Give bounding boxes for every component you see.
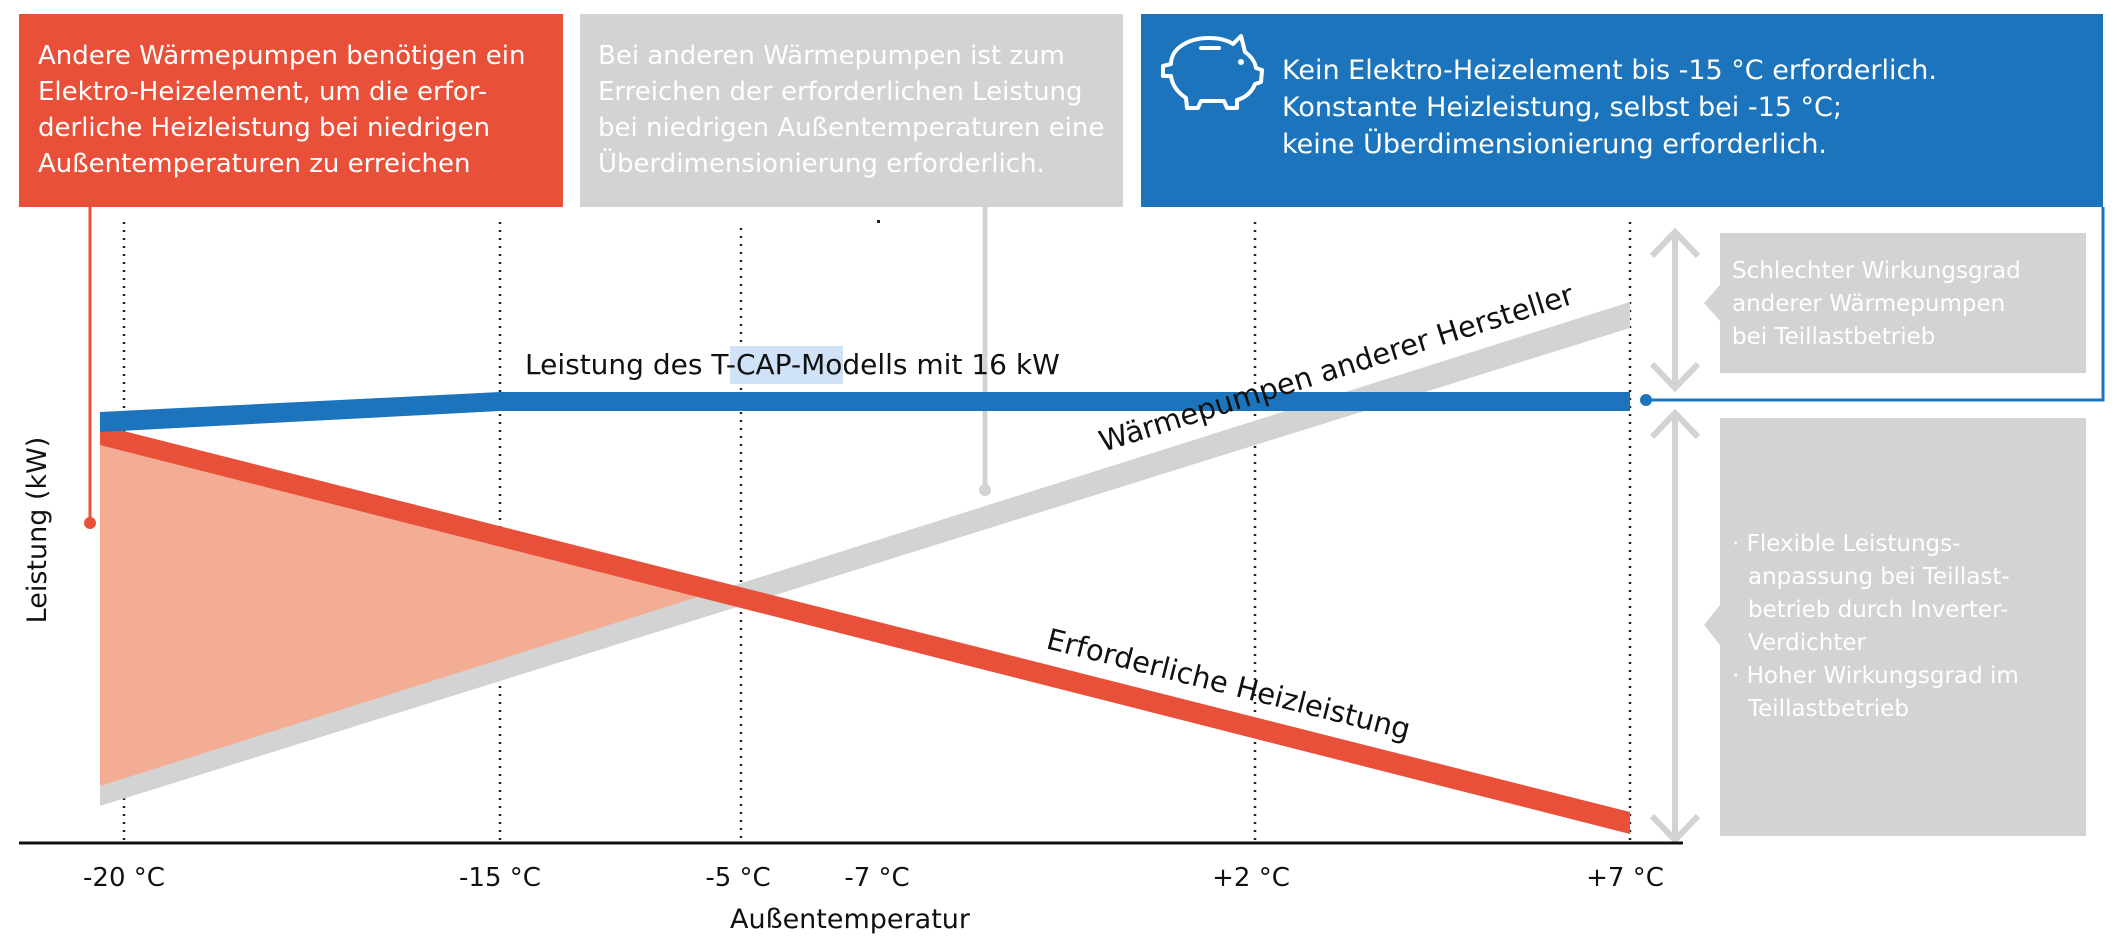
grey-callout-line: Bei anderen Wärmepumpen ist zum (598, 41, 1065, 71)
side-note-partial-load-efficiency: Schlechter Wirkungsgrad anderer Wärmepum… (1720, 233, 2086, 373)
side-note-line: Schlechter Wirkungsgrad (1732, 258, 2021, 284)
required-heating-line (100, 425, 1630, 834)
other-manufacturers-label: Wärmepumpen anderer Hersteller (1095, 277, 1578, 458)
x-tick-labels: -20 °C -15 °C -5 °C -7 °C +2 °C +7 °C (83, 863, 1664, 893)
stray-dot (877, 220, 880, 223)
tick-minus15: -15 °C (459, 863, 541, 893)
heating-gap-area (100, 433, 740, 786)
grey-callout-box: Bei anderen Wärmepumpen ist zum Erreiche… (580, 14, 1123, 207)
side-top-pointer (1704, 285, 1720, 321)
side-note-line: anderer Wärmepumpen (1732, 291, 2006, 317)
blue-connector-dot (1640, 394, 1652, 406)
arrow-upper (1649, 227, 1701, 393)
blue-callout-line: Kein Elektro-Heizelement bis -15 °C erfo… (1282, 55, 1938, 86)
tcap-curve-label: Leistung des T-CAP-Modells mit 16 kW (525, 348, 1060, 381)
side-note-line: bei Teillastbetrieb (1732, 324, 1936, 350)
red-connector-dot (84, 517, 96, 529)
blue-callout-box: Kein Elektro-Heizelement bis -15 °C erfo… (1141, 14, 2103, 207)
side-note-line: betrieb durch Inverter- (1748, 597, 2009, 623)
red-callout-line: Außentemperaturen zu erreichen (38, 149, 471, 179)
red-callout-line: derliche Heizleistung bei niedrigen (38, 113, 491, 143)
red-callout-line: Andere Wärmepumpen benötigen ein (38, 41, 526, 71)
arrow-lower (1649, 408, 1701, 845)
y-axis-label: Leistung (kW) (22, 437, 53, 624)
side-note-line: Verdichter (1748, 630, 1866, 656)
red-callout-box: Andere Wärmepumpen benötigen ein Elektro… (19, 14, 563, 207)
side-bottom-pointer (1704, 605, 1720, 645)
other-manufacturers-line (100, 302, 1630, 806)
grey-callout-line: bei niedrigen Außentemperaturen eine (598, 113, 1105, 143)
tick-minus5: -5 °C (705, 863, 770, 893)
tick-minus7: -7 °C (844, 863, 909, 893)
blue-callout-line: keine Überdimensionierung erforderlich. (1282, 129, 1828, 160)
side-note-line: · Flexible Leistungs- (1732, 531, 1961, 557)
grey-connector-dot (979, 484, 991, 496)
tcap-performance-line (100, 392, 1630, 432)
piggy-bank-icon (1161, 34, 1264, 110)
tick-plus7: +7 °C (1586, 863, 1664, 893)
tick-plus2: +2 °C (1212, 863, 1290, 893)
side-note-line: · Hoher Wirkungsgrad im (1732, 663, 2019, 689)
blue-callout-line: Konstante Heizleistung, selbst bei -15 °… (1282, 92, 1842, 123)
side-note-line: Teillastbetrieb (1748, 696, 1909, 722)
red-callout-line: Elektro-Heizelement, um die erfor- (38, 77, 488, 107)
tcap-highlight (730, 346, 843, 384)
blue-callout-connector (1646, 207, 2105, 402)
side-note-inverter-benefits: · Flexible Leistungs- anpassung bei Teil… (1720, 418, 2086, 836)
tick-minus20: -20 °C (83, 863, 165, 893)
side-note-line: anpassung bei Teillast- (1748, 564, 2010, 590)
grey-callout-line: Überdimensionierung erforderlich. (598, 149, 1045, 179)
grey-callout-line: Erreichen der erforderlichen Leistung (598, 77, 1083, 107)
x-axis-label: Außentemperatur (730, 904, 971, 935)
